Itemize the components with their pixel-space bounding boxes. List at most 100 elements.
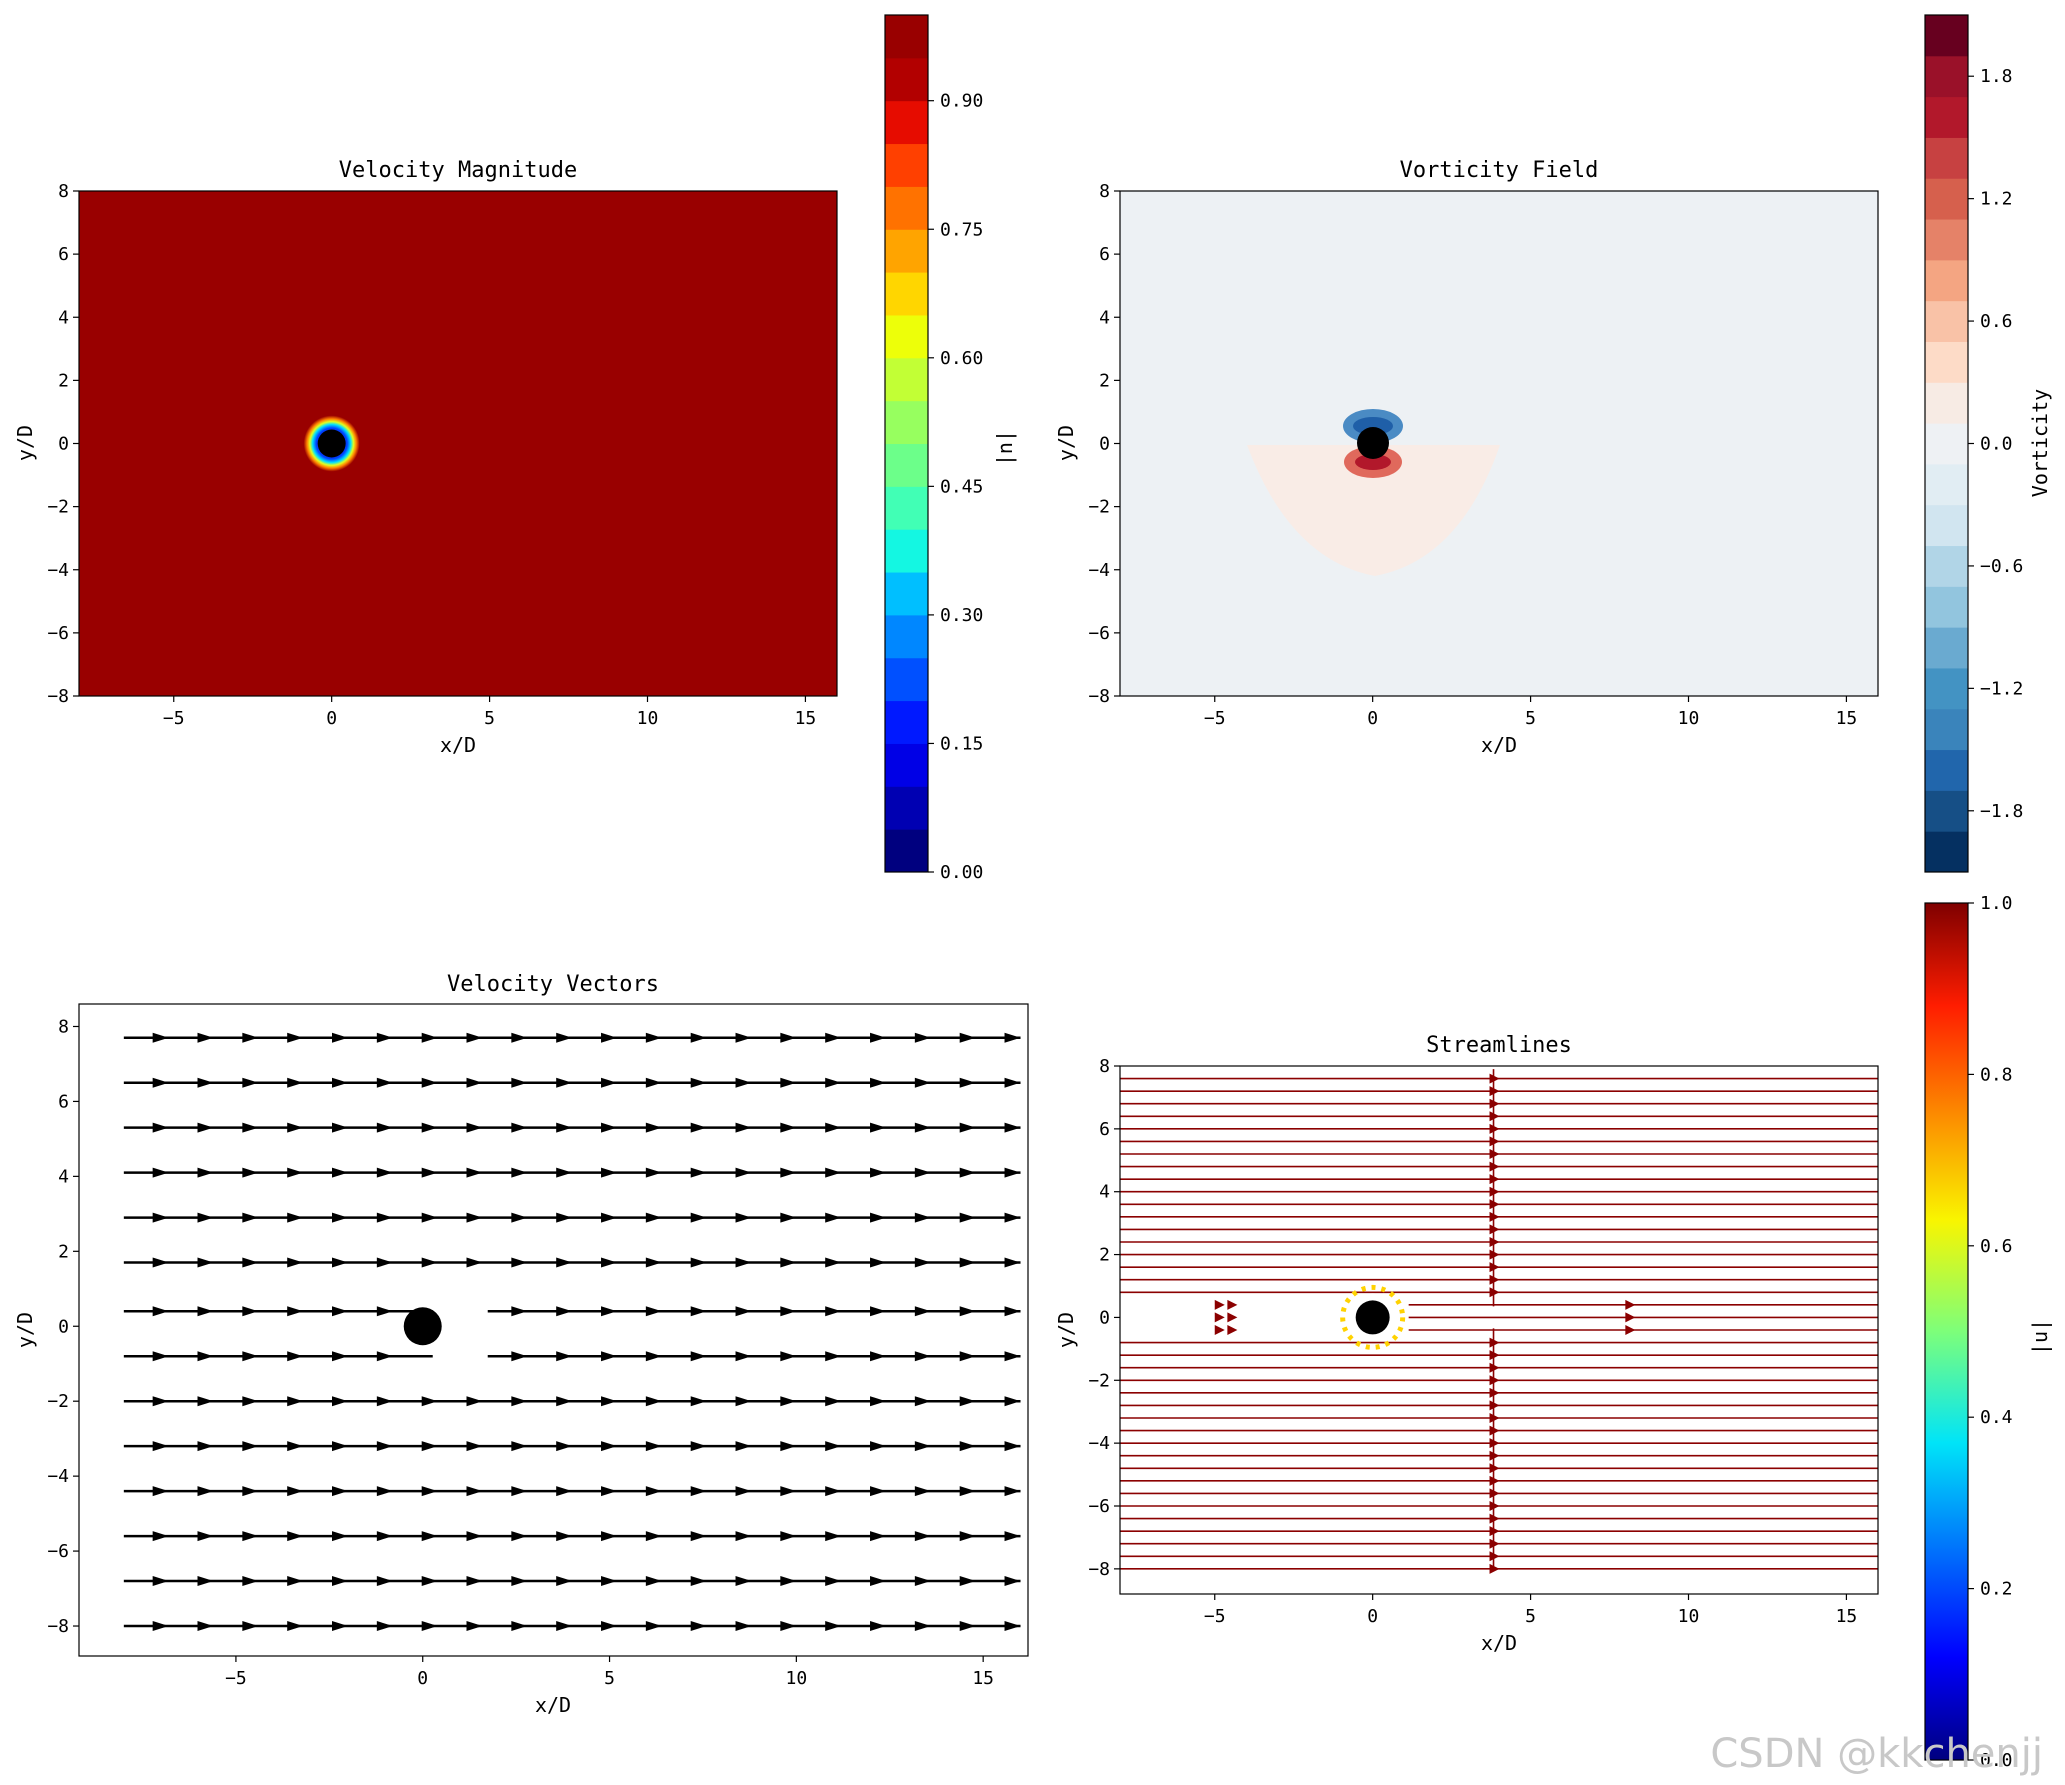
vector-arrowhead xyxy=(511,1032,528,1043)
y-tick-label: −6 xyxy=(47,1541,69,1562)
vector-arrowhead xyxy=(556,1122,573,1133)
vector-arrowhead xyxy=(735,1396,752,1407)
vector-arrowhead xyxy=(601,1576,618,1587)
cylinder xyxy=(317,429,346,458)
colorbar-velocity: 0.00 0.15 0.30 0.45 0.60 0.75 0.90 xyxy=(884,14,983,883)
vector-arrowhead xyxy=(914,1621,931,1632)
vector-arrowhead xyxy=(197,1212,214,1223)
vector-arrowhead xyxy=(959,1486,976,1497)
vector-arrowhead xyxy=(332,1441,349,1452)
vector-arrowhead xyxy=(376,1531,393,1542)
vector-arrowhead xyxy=(152,1576,169,1587)
colorbar-band xyxy=(1925,219,1968,261)
vector-arrowhead xyxy=(152,1486,169,1497)
streamline-arrow xyxy=(1489,1211,1500,1222)
positive-vortex-core xyxy=(1355,454,1391,470)
y-tick-label: −4 xyxy=(47,1466,69,1487)
vector-arrowhead xyxy=(287,1576,304,1587)
vector-arrowhead xyxy=(690,1032,707,1043)
chart-title: Velocity Vectors xyxy=(447,972,659,997)
vector-arrowhead xyxy=(152,1122,169,1133)
vector-arrowhead xyxy=(870,1621,887,1632)
vector-arrowhead xyxy=(690,1122,707,1133)
vector-arrowhead xyxy=(466,1486,483,1497)
vector-arrowhead xyxy=(332,1621,349,1632)
x-tick-label: 0 xyxy=(1367,708,1378,729)
vector-arrowhead xyxy=(914,1486,931,1497)
x-tick-label: −5 xyxy=(1204,1606,1226,1627)
vector-arrowhead xyxy=(287,1122,304,1133)
vector-arrowhead xyxy=(780,1122,797,1133)
velocity-magnitude-panel: Velocity Magnitude −5 0 5 10 15 −8 −6 −4 −2 0 2 4 6 8… xyxy=(13,14,1020,883)
vector-arrowhead xyxy=(780,1351,797,1362)
vector-arrowhead xyxy=(959,1212,976,1223)
colorbar-band xyxy=(885,272,928,316)
vector-arrowhead xyxy=(421,1167,438,1178)
streamline-arrow xyxy=(1227,1325,1238,1335)
vector-arrowhead xyxy=(287,1351,304,1362)
vector-arrowhead xyxy=(197,1167,214,1178)
vector-arrowhead xyxy=(556,1576,573,1587)
vector-arrowhead xyxy=(242,1396,259,1407)
vector-arrowhead xyxy=(376,1257,393,1268)
vector-arrowhead xyxy=(152,1351,169,1362)
vector-arrowhead xyxy=(780,1531,797,1542)
vector-arrowhead xyxy=(914,1576,931,1587)
vector-arrowhead xyxy=(735,1306,752,1317)
vector-arrowhead xyxy=(870,1486,887,1497)
x-tick-label: 5 xyxy=(604,1668,615,1689)
vector-arrowhead xyxy=(645,1576,662,1587)
streamline-arrow xyxy=(1489,1123,1500,1134)
colorbar-label: Vorticity xyxy=(2028,389,2052,497)
colorbar-band xyxy=(885,229,928,273)
colorbar-tick-label: 0.0 xyxy=(1980,1750,2013,1771)
colorbar-band xyxy=(885,186,928,230)
vector-arrowhead xyxy=(825,1077,842,1088)
vector-arrowhead xyxy=(690,1396,707,1407)
x-tick-label: −5 xyxy=(1204,708,1226,729)
y-tick-label: 0 xyxy=(1099,1307,1110,1328)
vector-arrowhead xyxy=(197,1531,214,1542)
vector-arrowhead xyxy=(690,1531,707,1542)
y-tick-label: 2 xyxy=(1099,1245,1110,1266)
x-tick-label: 5 xyxy=(1525,1606,1536,1627)
vector-arrowhead xyxy=(601,1396,618,1407)
vector-arrowhead xyxy=(959,1167,976,1178)
y-tick-label: 4 xyxy=(1099,1182,1110,1203)
vector-arrowhead xyxy=(601,1122,618,1133)
vector-arrowhead xyxy=(197,1576,214,1587)
vector-arrowhead xyxy=(735,1576,752,1587)
streamline-arrow xyxy=(1489,1400,1500,1411)
streamline-arrow xyxy=(1489,1463,1500,1474)
colorbar-band xyxy=(885,614,928,659)
streamline-arrow xyxy=(1489,1375,1500,1386)
vector-arrowhead xyxy=(780,1486,797,1497)
vector-arrowhead xyxy=(645,1077,662,1088)
vector-arrowhead xyxy=(1004,1441,1021,1452)
streamline-arrow xyxy=(1489,1149,1500,1159)
y-tick-label: −4 xyxy=(1088,1433,1110,1454)
vector-arrowhead xyxy=(959,1621,976,1632)
x-tick-label: 10 xyxy=(1678,1606,1700,1627)
vector-arrowhead xyxy=(376,1621,393,1632)
vector-arrowhead xyxy=(466,1077,483,1088)
vector-arrowhead xyxy=(870,1576,887,1587)
vector-arrowhead xyxy=(825,1531,842,1542)
colorbar-band xyxy=(885,829,928,873)
vector-arrowhead xyxy=(287,1077,304,1088)
vector-arrowhead xyxy=(780,1077,797,1088)
streamline-arrow xyxy=(1625,1299,1636,1310)
vector-arrowhead xyxy=(601,1032,618,1043)
vector-arrowhead xyxy=(152,1621,169,1632)
y-tick-label: −2 xyxy=(1088,497,1110,518)
vector-arrowhead xyxy=(690,1621,707,1632)
vector-arrowhead xyxy=(511,1486,528,1497)
vector-arrowhead xyxy=(645,1032,662,1043)
vector-arrowhead xyxy=(287,1167,304,1178)
negative-vortex-core xyxy=(1353,417,1393,435)
colorbar-band xyxy=(1925,341,1968,383)
vector-arrowhead xyxy=(242,1576,259,1587)
streamline-arrow xyxy=(1489,1224,1500,1235)
cylinder xyxy=(1357,427,1389,459)
